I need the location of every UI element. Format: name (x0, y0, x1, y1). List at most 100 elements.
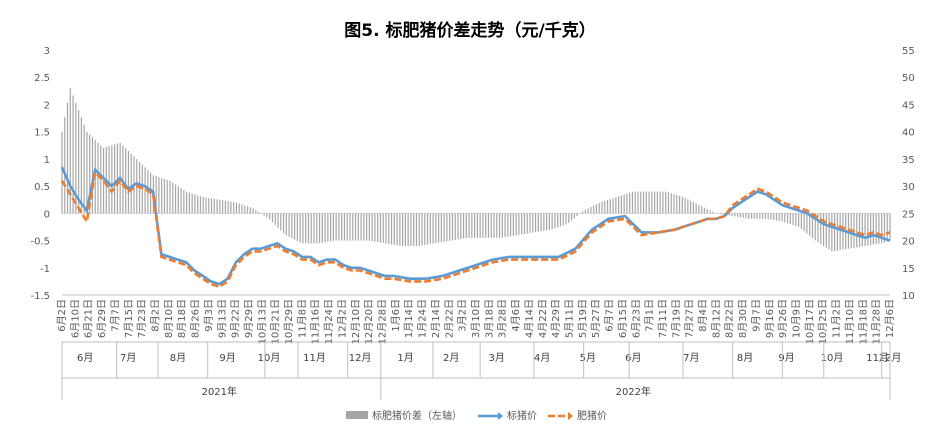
spread-bar (186, 191, 188, 214)
spread-bar (291, 213, 293, 239)
spread-bar (856, 213, 858, 248)
month-label: 8月 (170, 352, 186, 364)
month-label: 7月 (683, 352, 699, 364)
spread-bar (429, 213, 431, 244)
spread-bar (64, 117, 66, 214)
x-date-label: 9月29日 (243, 299, 255, 338)
spread-bar (822, 213, 825, 246)
month-label: 6月 (77, 352, 93, 364)
x-date-label: 3月28日 (497, 299, 509, 338)
spread-bar (720, 213, 722, 215)
spread-bar (792, 213, 794, 226)
x-date-label: 9月22日 (230, 299, 242, 338)
spread-bar (388, 213, 390, 244)
spread-bar (255, 210, 257, 214)
spread-bar (460, 213, 462, 239)
x-date-label: 6月7日 (604, 299, 616, 332)
spread-bar (280, 213, 282, 231)
spread-bars-layer (61, 88, 891, 252)
x-date-label: 8月10日 (163, 299, 175, 338)
x-date-label: 6月29日 (96, 299, 108, 338)
spread-bar (302, 213, 304, 244)
year-label-2021: 2021年 (202, 385, 237, 398)
spread-bar (440, 213, 442, 243)
spread-bar (690, 200, 692, 214)
spread-bar (673, 194, 675, 214)
y-right-tick-label: 15 (902, 264, 915, 275)
spread-bar (354, 213, 357, 241)
spread-bar (274, 213, 276, 225)
spread-bar (750, 213, 753, 219)
spread-bar (91, 137, 94, 214)
month-label: 11月 (866, 352, 889, 364)
spread-bar (839, 213, 841, 251)
x-date-label: 6月23日 (630, 299, 642, 338)
spread-bar (665, 191, 667, 214)
month-label: 2月 (443, 352, 459, 364)
x-date-label: 11月18日 (857, 299, 869, 344)
spread-bar (526, 213, 528, 234)
price-lines-layer (60, 166, 891, 289)
spread-bar (651, 191, 653, 214)
month-label: 10月 (258, 352, 281, 364)
spread-bar (338, 213, 340, 241)
spread-bar (374, 213, 376, 242)
spread-bar (817, 213, 819, 243)
y-left-tick-label: -1.5 (30, 291, 50, 302)
standard-pig-price-line (60, 166, 891, 286)
spread-bar (471, 213, 473, 238)
spread-bar (764, 213, 766, 219)
spread-bar (97, 142, 99, 214)
spread-bar (271, 213, 274, 223)
spread-bar (568, 213, 570, 223)
spread-bar (695, 203, 697, 214)
spread-bar (485, 213, 487, 238)
spread-bar (69, 88, 71, 214)
spread-bar (208, 197, 210, 214)
x-date-label: 5月27日 (590, 299, 602, 338)
spread-bar (507, 213, 509, 237)
spread-bar (194, 194, 196, 214)
spread-bar (548, 213, 550, 230)
spread-bar (706, 208, 708, 214)
spread-bar (501, 213, 503, 238)
spread-bar (382, 213, 384, 244)
spread-bar (415, 213, 418, 246)
spread-bar (335, 213, 337, 241)
spread-bar (144, 167, 146, 214)
spread-bar (324, 213, 326, 243)
month-label: 5月 (580, 352, 596, 364)
spread-bar (811, 213, 814, 239)
spread-bar (540, 213, 542, 232)
spread-bar (820, 213, 822, 245)
spread-bar (61, 131, 63, 214)
spread-bar (684, 198, 686, 214)
spread-bar (191, 193, 193, 214)
spread-bar (861, 213, 863, 247)
spread-bar (127, 150, 130, 214)
spread-bar (432, 213, 434, 244)
spread-bar (640, 191, 642, 214)
legend-arrow-fat (568, 412, 573, 420)
spread-bar (546, 213, 548, 231)
spread-bar (366, 213, 368, 241)
spread-bar (537, 213, 539, 232)
spread-bar (728, 213, 730, 216)
y-left-tick-label: 1.5 (34, 128, 50, 139)
x-date-label: 6月15日 (617, 299, 629, 338)
spread-bar (210, 198, 213, 214)
year-label-2022: 2022年 (616, 385, 651, 398)
legend-arrow-standard (498, 412, 503, 420)
spread-bar (504, 213, 506, 238)
spread-bar (582, 211, 584, 214)
month-label: 11月 (303, 352, 326, 364)
spread-bar (836, 213, 838, 251)
legend-label-standard: 标猪价 (507, 410, 537, 422)
spread-bar (205, 197, 207, 214)
spread-bar (712, 211, 714, 214)
x-date-label: 5月19日 (577, 299, 589, 338)
spread-bar (288, 213, 290, 237)
spread-bar (767, 213, 769, 220)
x-date-label: 1月6日 (390, 299, 402, 332)
